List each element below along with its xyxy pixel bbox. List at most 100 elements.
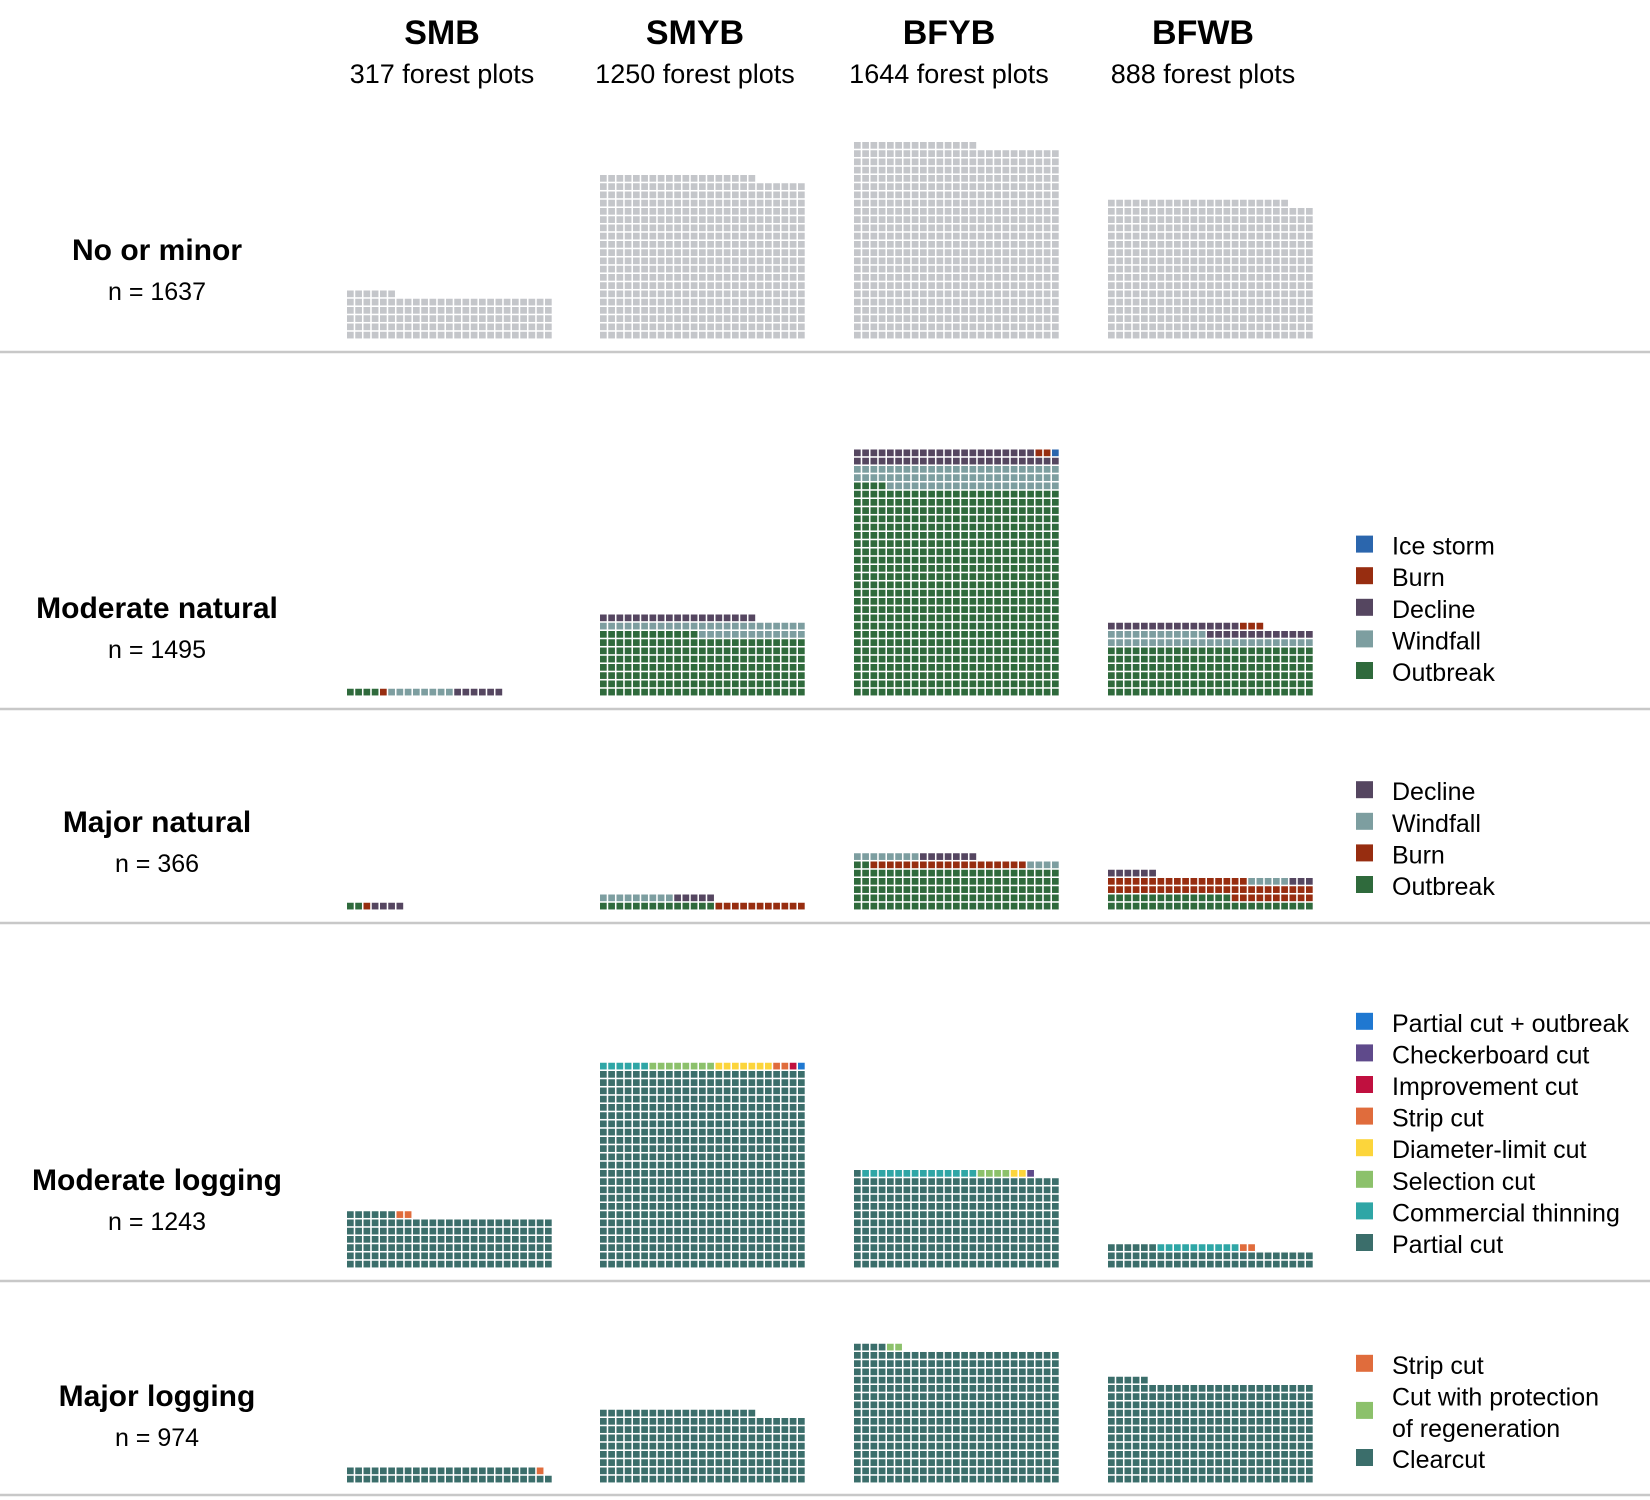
waffle-cell	[624, 1186, 632, 1194]
waffle-cell	[953, 290, 960, 298]
waffle-cell	[977, 457, 985, 465]
waffle-cell	[699, 1112, 706, 1119]
waffle-cell	[953, 523, 960, 531]
waffle-cell	[641, 331, 648, 339]
waffle-cell	[977, 1385, 985, 1392]
waffle-cell	[1027, 540, 1034, 547]
waffle-cell	[1002, 1475, 1010, 1483]
waffle-cell	[748, 1137, 756, 1144]
waffle-cell	[723, 902, 731, 910]
waffle-cell	[1043, 199, 1051, 207]
waffle-cell	[503, 1260, 511, 1268]
waffle-cell	[1149, 680, 1156, 688]
waffle-cell	[1052, 894, 1059, 902]
waffle-cell	[961, 1442, 968, 1450]
waffle-cell	[1002, 482, 1010, 490]
waffle-cell	[862, 1451, 869, 1458]
waffle-cell	[781, 265, 789, 273]
waffle-cell	[1273, 290, 1280, 298]
waffle-cell	[944, 647, 952, 655]
waffle-cell	[624, 224, 632, 232]
waffle-cell	[674, 1137, 681, 1144]
waffle-cell	[870, 1178, 878, 1185]
waffle-cell	[732, 1161, 739, 1169]
waffle-cell	[624, 1137, 632, 1144]
waffle-cell	[961, 449, 968, 457]
waffle-cell	[1157, 307, 1165, 314]
waffle-cell	[1248, 323, 1255, 331]
waffle-cell	[674, 249, 681, 256]
waffle-cell	[920, 894, 927, 902]
waffle-cell	[388, 290, 395, 298]
waffle-cell	[1297, 315, 1305, 322]
waffle-cell	[1002, 1170, 1010, 1177]
waffle-cell	[1124, 241, 1132, 248]
waffle-cell	[773, 688, 780, 696]
waffle-cell	[1010, 548, 1018, 556]
waffle-cell	[1174, 622, 1181, 630]
waffle-cell	[608, 1194, 615, 1202]
waffle-cell	[429, 1475, 437, 1483]
waffle-cell	[495, 1219, 503, 1227]
waffle-cell	[870, 1418, 878, 1425]
waffle-cell	[641, 1095, 648, 1103]
waffle-cell	[953, 1194, 960, 1202]
waffle-cell	[1052, 150, 1059, 157]
legend-label: Partial cut	[1392, 1231, 1503, 1259]
waffle-cell	[1002, 589, 1010, 597]
waffle-cell	[649, 680, 657, 688]
waffle-cell	[421, 1260, 428, 1268]
waffle-cell	[895, 1219, 902, 1227]
waffle-cell	[1108, 315, 1115, 322]
waffle-cell	[1223, 290, 1231, 298]
waffle-cell	[862, 1252, 869, 1260]
legend-swatch	[1356, 781, 1373, 799]
waffle-cell	[1002, 688, 1010, 696]
waffle-cell	[666, 672, 673, 679]
waffle-cell	[1027, 1211, 1034, 1218]
waffle-cell	[854, 1442, 861, 1450]
waffle-cell	[953, 490, 960, 498]
waffle-cell	[657, 208, 665, 215]
waffle-cell	[1182, 199, 1189, 207]
waffle-cell	[1124, 672, 1132, 679]
waffle-cell	[969, 631, 977, 638]
waffle-cell	[1010, 1252, 1018, 1260]
waffle-cell	[1043, 647, 1051, 655]
waffle-cell	[953, 1385, 960, 1392]
waffle-cell	[1019, 1252, 1026, 1260]
waffle-cell	[1240, 680, 1247, 688]
waffle-cell	[928, 1211, 935, 1218]
waffle-cell	[1149, 241, 1156, 248]
waffle-cell	[936, 606, 944, 613]
waffle-cell	[363, 1260, 371, 1268]
waffle-cell	[994, 1442, 1001, 1450]
waffle-cell	[953, 499, 960, 506]
waffle-cell	[690, 1145, 698, 1152]
waffle-cell	[690, 1459, 698, 1466]
waffle-cell	[944, 208, 952, 215]
waffle-cell	[1281, 323, 1288, 331]
waffle-cell	[1002, 1211, 1010, 1218]
waffle-cell	[994, 307, 1001, 314]
waffle-cell	[1223, 1252, 1231, 1260]
waffle-cell	[1116, 323, 1123, 331]
waffle-cell	[789, 1095, 797, 1103]
waffle-cell	[633, 902, 640, 910]
waffle-cell	[363, 298, 371, 306]
waffle-cell	[994, 232, 1001, 240]
waffle-cell	[723, 1203, 731, 1210]
waffle-cell	[887, 1252, 894, 1260]
waffle-cell	[1297, 688, 1305, 696]
waffle-cell	[1248, 241, 1255, 248]
waffle-cell	[1027, 474, 1034, 481]
waffle-cell	[715, 257, 723, 265]
waffle-cell	[1035, 869, 1043, 877]
waffle-cell	[936, 315, 944, 322]
waffle-cell	[986, 1236, 993, 1243]
waffle-cell	[682, 199, 690, 207]
waffle-cell	[903, 631, 911, 638]
waffle-cell	[1273, 216, 1280, 223]
waffle-cell	[641, 1161, 648, 1169]
waffle-cell	[920, 523, 927, 531]
